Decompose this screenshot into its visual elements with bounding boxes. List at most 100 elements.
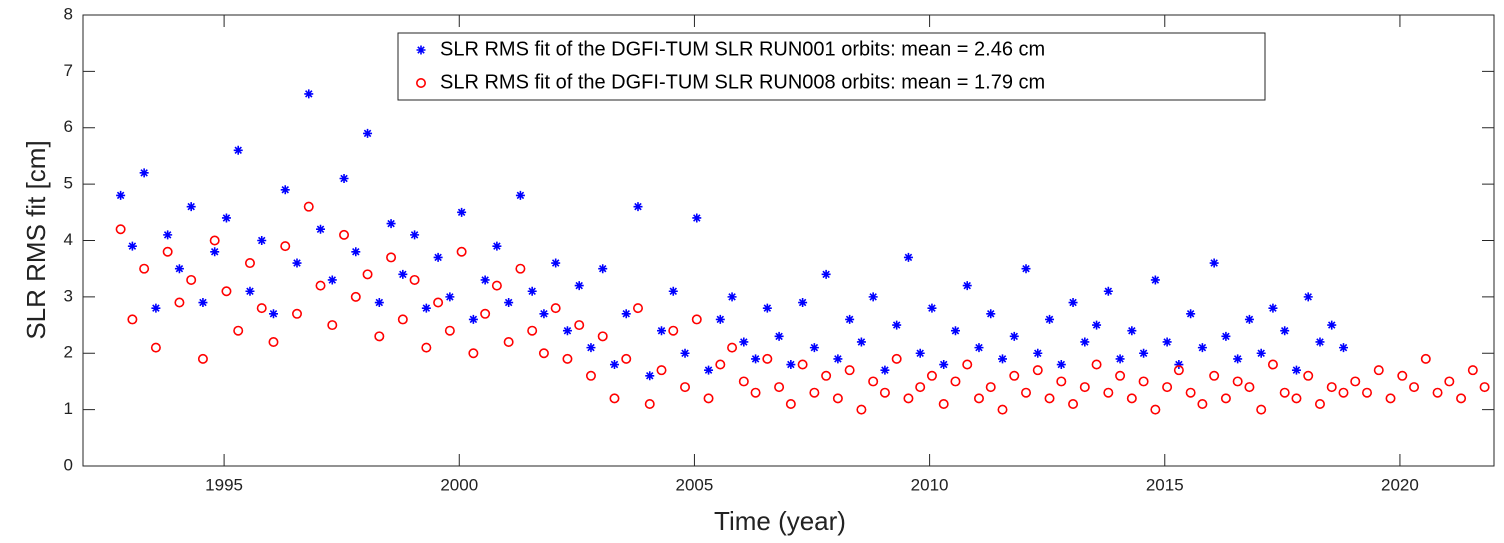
- scatter-point: [586, 343, 596, 353]
- scatter-point: [1479, 382, 1490, 393]
- scatter-point: [632, 303, 643, 314]
- y-tick-label: 6: [64, 117, 73, 136]
- scatter-point: [257, 236, 267, 245]
- scatter-point: [1432, 387, 1443, 398]
- y-tick-label: 8: [64, 4, 73, 23]
- scatter-point: [1162, 337, 1172, 347]
- scatter-point: [1068, 298, 1078, 308]
- scatter-point: [186, 274, 197, 285]
- scatter-point: [1209, 258, 1219, 268]
- scatter-point: [927, 303, 937, 313]
- scatter-point: [621, 353, 632, 364]
- scatter-point: [762, 303, 772, 313]
- scatter-point: [210, 247, 220, 257]
- scatter-point: [880, 365, 890, 375]
- scatter-point: [892, 320, 902, 330]
- scatter-point: [1197, 398, 1208, 409]
- scatter-point: [1139, 348, 1149, 358]
- scatter-point: [692, 213, 702, 223]
- scatter-point: [268, 336, 279, 347]
- scatter-point: [363, 128, 373, 138]
- scatter-point: [1103, 286, 1113, 296]
- scatter-point: [1162, 382, 1173, 393]
- scatter-point: [668, 325, 679, 336]
- scatter-point: [327, 275, 337, 285]
- scatter-point: [1326, 382, 1337, 393]
- scatter-point: [998, 354, 1007, 364]
- scatter-point: [1185, 387, 1196, 398]
- scatter-point: [1044, 393, 1055, 404]
- scatter-point: [1244, 314, 1254, 324]
- scatter-point: [974, 343, 984, 353]
- scatter-point: [1327, 320, 1337, 330]
- scatter-point: [727, 292, 737, 302]
- scatter-point: [162, 246, 173, 257]
- scatter-point: [985, 382, 996, 393]
- scatter-point: [527, 325, 538, 336]
- scatter-point: [633, 202, 643, 212]
- scatter-point: [151, 303, 161, 313]
- scatter-point: [656, 365, 667, 376]
- scatter-point: [139, 168, 149, 178]
- scatter-point: [1314, 398, 1325, 409]
- scatter-point: [1338, 343, 1348, 353]
- scatter-point: [233, 145, 243, 155]
- scatter-point: [174, 264, 184, 274]
- scatter-point: [1420, 353, 1431, 364]
- scatter-point: [762, 353, 773, 364]
- scatter-point: [515, 263, 526, 274]
- scatter-point: [374, 331, 385, 342]
- scatter-point: [1115, 354, 1125, 364]
- scatter-point: [903, 252, 913, 262]
- scatter-point: [704, 365, 714, 375]
- scatter-point: [750, 387, 761, 398]
- scatter-point: [221, 286, 232, 297]
- scatter-point: [1220, 393, 1231, 404]
- scatter-point: [316, 224, 326, 234]
- scatter-point: [691, 314, 702, 325]
- scatter-point: [856, 404, 867, 415]
- scatter-point: [327, 320, 338, 331]
- scatter-point: [233, 325, 244, 336]
- scatter-point: [492, 241, 502, 251]
- legend-marker: [416, 45, 426, 55]
- scatter-point: [1115, 370, 1126, 381]
- scatter-point: [303, 201, 314, 212]
- scatter-point: [245, 286, 255, 296]
- scatter-point: [374, 298, 384, 308]
- scatter-point: [421, 342, 432, 353]
- scatter-point: [1103, 387, 1114, 398]
- scatter-point: [950, 376, 961, 387]
- scatter-point: [715, 359, 726, 370]
- scatter-point: [1233, 354, 1243, 364]
- scatter-point: [1397, 370, 1408, 381]
- x-tick-label: 2000: [440, 475, 478, 494]
- scatter-point: [597, 331, 608, 342]
- scatter-point: [127, 314, 138, 325]
- scatter-point: [1456, 393, 1467, 404]
- scatter-point: [1268, 303, 1278, 313]
- scatter-point: [1126, 393, 1137, 404]
- scatter-point: [1091, 359, 1102, 370]
- scatter-point: [350, 291, 361, 302]
- scatter-point: [1315, 337, 1325, 347]
- scatter-point: [468, 348, 479, 359]
- scatter-point: [1209, 370, 1220, 381]
- y-tick-label: 1: [64, 399, 73, 418]
- scatter-point: [398, 269, 408, 279]
- x-axis-label: Time (year): [714, 506, 846, 536]
- scatter-point: [973, 393, 984, 404]
- scatter-point: [221, 213, 231, 223]
- scatter-point: [1244, 382, 1255, 393]
- scatter-point: [703, 393, 714, 404]
- scatter-point: [1021, 387, 1032, 398]
- scatter-point: [116, 190, 126, 200]
- scatter-point: [504, 298, 514, 308]
- scatter-point: [127, 241, 137, 251]
- scatter-point: [551, 258, 561, 268]
- legend-label: SLR RMS fit of the DGFI-TUM SLR RUN001 o…: [440, 38, 1045, 60]
- scatter-point: [962, 281, 972, 291]
- scatter-point: [809, 343, 819, 353]
- scatter-point: [538, 348, 549, 359]
- scatter-point: [1197, 343, 1207, 353]
